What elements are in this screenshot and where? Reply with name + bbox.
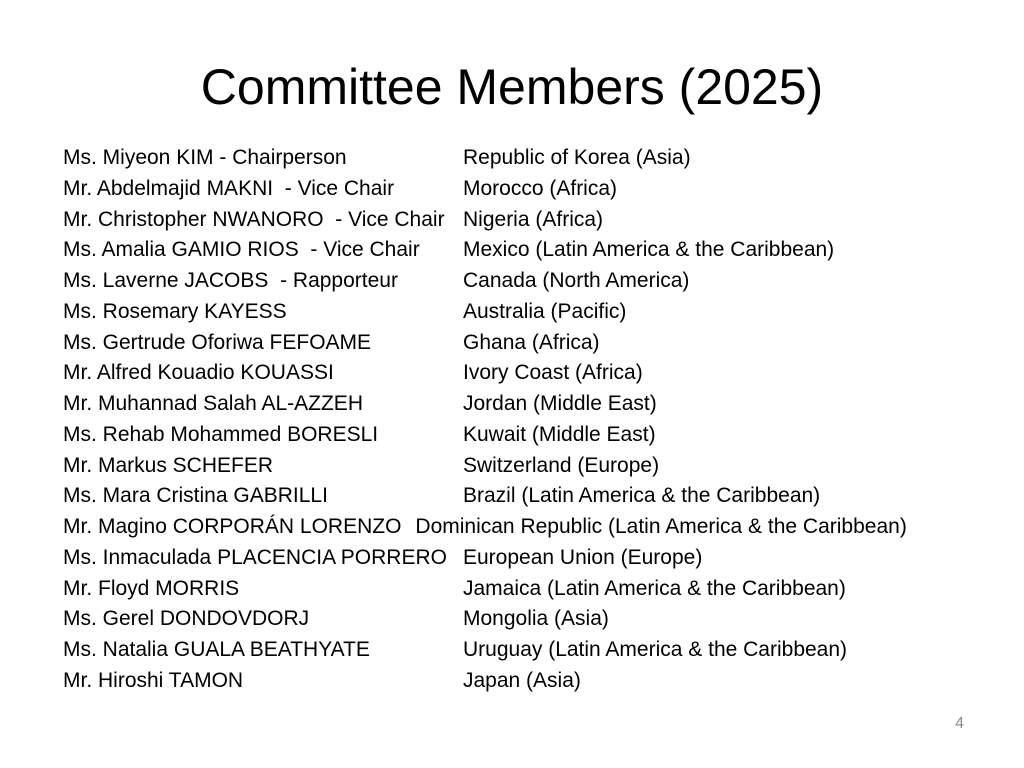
member-name: Mr. Muhannad Salah AL-AZZEH (63, 392, 363, 415)
member-row: Ms. Natalia GUALA BEATHYATE Uruguay (Lat… (63, 635, 1014, 666)
slide-title: Committee Members (2025) (200, 59, 824, 115)
member-name: Ms. Mara Cristina GABRILLI (63, 484, 328, 508)
member-name: Mr. Hiroshi TAMON (63, 668, 244, 692)
member-country: Brazil (Latin America & the Caribbean) (463, 484, 821, 508)
member-country: Mexico (Latin America & the Caribbean) (463, 238, 835, 262)
member-name: Ms. Miyeon KIM - Chairperson (63, 146, 347, 169)
member-country: Mongolia (Asia) (463, 607, 609, 631)
member-country: Morocco (Africa) (463, 176, 618, 200)
member-country: Nigeria (Africa) (463, 207, 604, 231)
member-name: Ms. Gerel DONDOVDORJ (63, 607, 310, 631)
member-name: Mr. Alfred Kouadio KOUASSI (63, 361, 334, 385)
member-row: Ms. Mara Cristina GABRILLI Brazil (Latin… (63, 481, 1014, 512)
member-row: Mr. Muhannad Salah AL-AZZEH Jordan (Midd… (63, 389, 1014, 420)
member-name: Mr. Abdelmajid MAKNI - Vice Chair (63, 176, 395, 200)
member-name: Ms. Rehab Mohammed BORESLI (63, 422, 379, 446)
member-name: Ms. Inmaculada PLACENCIA PORRERO (63, 545, 447, 569)
member-country: Jamaica (Latin America & the Caribbean) (463, 576, 846, 600)
member-country: Ghana (Africa) (463, 330, 600, 354)
member-row: Mr. Hiroshi TAMON Japan (Asia) (63, 666, 1014, 697)
member-row: Mr. Alfred Kouadio KOUASSI Ivory Coast (… (63, 358, 1014, 389)
member-name: Mr. Christopher NWANORO - Vice Chair (63, 207, 445, 231)
member-country: Canada (North America) (463, 269, 690, 292)
member-country: Kuwait (Middle East) (463, 422, 656, 446)
member-row: Mr. Floyd MORRIS Jamaica (Latin America … (63, 574, 1014, 605)
member-country: Republic of Korea (Asia) (463, 146, 691, 169)
member-country: European Union (Europe) (463, 545, 703, 569)
member-row: Ms. Rehab Mohammed BORESLI Kuwait (Middl… (63, 420, 1014, 451)
member-country: Switzerland (Europe) (463, 453, 660, 477)
member-row: Ms. Rosemary KAYESS Australia (Pacific) (63, 297, 1014, 328)
member-name: Mr. Markus SCHEFER (63, 453, 274, 477)
member-row: Ms. Amalia GAMIO RIOS - Vice Chair Mexic… (63, 235, 1014, 266)
members-list: Ms. Miyeon KIM - Chairperson Republic of… (63, 143, 1014, 697)
member-country: Japan (Asia) (463, 668, 581, 692)
member-name: Ms. Rosemary KAYESS (63, 299, 287, 323)
member-row: Ms. Laverne JACOBS - Rapporteur Canada (… (63, 266, 1014, 297)
member-name: Ms. Natalia GUALA BEATHYATE (63, 638, 370, 661)
member-row: Ms. Inmaculada PLACENCIA PORRERO Europea… (63, 543, 1014, 574)
member-country: Dominican Republic (Latin America & the … (415, 515, 907, 538)
member-name: Mr. Magino CORPORÁN LORENZO (63, 515, 402, 538)
member-name: Mr. Floyd MORRIS (63, 576, 240, 600)
member-row: Ms. Gerel DONDOVDORJ Mongolia (Asia) (63, 604, 1014, 635)
member-name: Ms. Amalia GAMIO RIOS - Vice Chair (63, 238, 420, 262)
member-country: Jordan (Middle East) (463, 392, 657, 415)
member-row: Mr. Christopher NWANORO - Vice Chair Nig… (63, 205, 1014, 236)
member-row: Ms. Gertrude Oforiwa FEFOAME Ghana (Afri… (63, 328, 1014, 359)
member-name: Ms. Laverne JACOBS - Rapporteur (63, 269, 398, 292)
member-country: Australia (Pacific) (463, 299, 627, 323)
member-country: Ivory Coast (Africa) (463, 361, 643, 385)
member-row: Ms. Miyeon KIM - Chairperson Republic of… (63, 143, 1014, 174)
member-row: Mr. Abdelmajid MAKNI - Vice Chair Morocc… (63, 174, 1014, 205)
member-name: Ms. Gertrude Oforiwa FEFOAME (63, 330, 372, 354)
page-number: 4 (955, 715, 964, 732)
member-row: Mr. Magino CORPORÁN LORENZO Dominican Re… (63, 512, 1014, 543)
member-country: Uruguay (Latin America & the Caribbean) (463, 638, 848, 661)
member-row: Mr. Markus SCHEFER Switzerland (Europe) (63, 451, 1014, 482)
